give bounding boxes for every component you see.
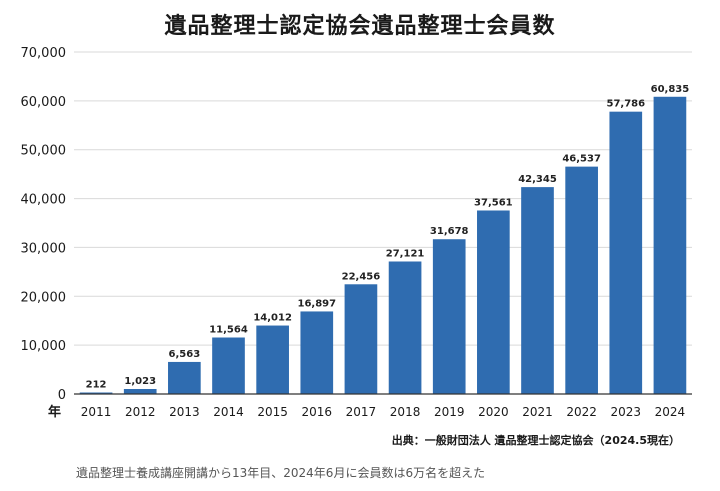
data-label-2018: 27,121 [386,248,425,259]
x-tick-label: 2018 [390,405,421,419]
bar-2018 [388,261,422,394]
x-tick-label: 2017 [346,405,377,419]
data-label-2021: 42,345 [518,174,557,185]
x-tick-label: 2011 [81,405,112,419]
data-label-2012: 1,023 [124,376,156,387]
x-tick-label: 2013 [169,405,200,419]
y-tick-label: 10,000 [21,339,67,354]
bar-2014 [212,337,245,394]
x-tick-label: 2014 [213,405,244,419]
data-label-2022: 46,537 [562,154,601,165]
data-label-2017: 22,456 [342,271,381,282]
x-tick-label: 2024 [655,405,686,419]
data-label-2024: 60,835 [651,84,690,95]
y-tick-label: 60,000 [21,95,67,110]
bar-2012 [123,389,157,394]
y-tick-label: 20,000 [21,290,67,305]
bar-2016 [300,311,334,394]
y-tick-label: 40,000 [21,193,67,208]
bar-2024 [653,96,687,394]
data-label-2014: 11,564 [209,325,248,336]
x-tick-label: 2020 [478,405,509,419]
y-tick-label: 30,000 [21,241,67,256]
x-axis-label: 年 [48,404,61,420]
y-tick-label: 50,000 [21,144,67,159]
x-tick-label: 2019 [434,405,465,419]
bar-2021 [521,187,554,394]
x-tick-label: 2023 [611,405,642,419]
bar-2022 [565,166,598,394]
bar-2019 [432,239,466,394]
y-axis-ticks: 0 10,000 20,000 30,000 40,000 50,000 60,000 70,… [21,46,67,403]
y-tick-label: 70,000 [21,46,67,61]
x-tick-label: 2016 [302,405,333,419]
data-labels: 212 1,023 6,563 11,564 14,012 16,897 22,456 27,… [86,84,690,391]
chart-title: 遺品整理士認定協会遺品整理士会員数 [164,14,556,39]
x-tick-label: 2015 [257,405,288,419]
y-tick-label: 0 [58,388,66,403]
bar-2015 [256,325,289,394]
x-tick-label: 2022 [566,405,597,419]
bar-2023 [609,111,643,395]
gridlines [74,51,692,346]
bar-2011 [79,392,113,394]
source-note: 出典：一般財団法人 遺品整理士認定協会（2024.5現在） [391,434,680,447]
data-label-2011: 212 [86,380,107,391]
data-label-2015: 14,012 [253,313,292,324]
data-label-2019: 31,678 [430,226,469,237]
data-label-2023: 57,786 [606,99,645,110]
bar-2017 [344,284,378,394]
x-axis-ticks: 2011 2012 2013 2014 2015 2016 2017 2018 2019 2020… [81,405,685,419]
data-label-2020: 37,561 [474,197,513,208]
data-label-2016: 16,897 [297,298,336,309]
data-label-2013: 6,563 [169,349,201,360]
caption: 遺品整理士養成講座開講から13年目、2024年6月に会員数は6万名を超えた [76,466,486,480]
bars [79,96,687,395]
bar-2020 [477,210,510,394]
bar-2013 [168,361,201,394]
x-tick-label: 2012 [125,405,156,419]
x-tick-label: 2021 [522,405,553,419]
